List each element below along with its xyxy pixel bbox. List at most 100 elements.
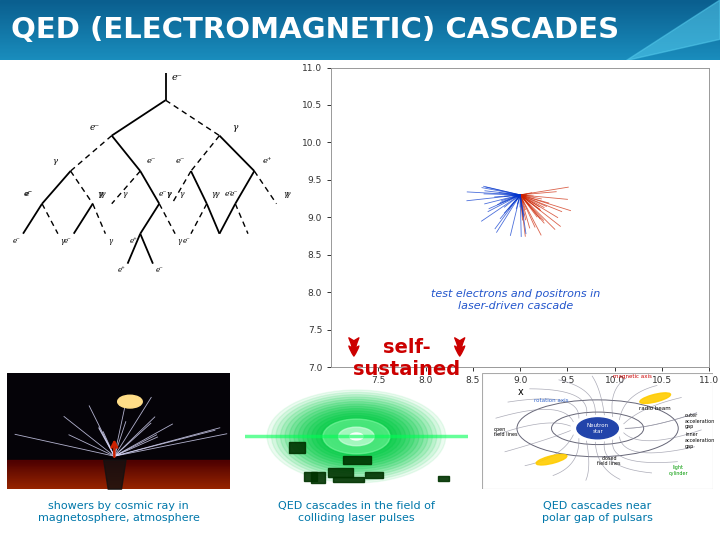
Bar	[7, 464, 230, 465]
Bar	[7, 417, 230, 419]
Circle shape	[316, 416, 397, 457]
Circle shape	[294, 404, 419, 469]
Text: γ: γ	[53, 158, 57, 165]
Bar	[7, 463, 230, 464]
Bar	[7, 470, 230, 472]
Text: e⁻: e⁻	[156, 266, 163, 274]
Bar	[7, 424, 230, 426]
Text: e⁻: e⁻	[175, 158, 184, 165]
Bar	[7, 375, 230, 377]
Bar	[7, 373, 230, 375]
Circle shape	[577, 418, 618, 439]
Text: inner
acceleration
gap: inner acceleration gap	[685, 433, 716, 449]
Bar	[7, 472, 230, 475]
Text: γ: γ	[166, 190, 171, 198]
Text: e⁻: e⁻	[147, 158, 156, 165]
Text: Neutron
star: Neutron star	[587, 423, 608, 434]
Text: e⁺: e⁺	[130, 237, 138, 245]
Bar	[343, 456, 372, 464]
Circle shape	[352, 434, 361, 439]
Bar	[7, 477, 230, 478]
Bar	[7, 398, 230, 401]
Bar	[7, 488, 230, 489]
Text: γ: γ	[178, 237, 182, 245]
Bar	[7, 471, 230, 472]
Text: open
field lines: open field lines	[494, 427, 518, 437]
Bar	[7, 483, 230, 484]
Bar	[7, 437, 230, 440]
Bar	[7, 380, 230, 382]
Bar	[7, 412, 230, 414]
Text: self-
sustained: self- sustained	[354, 339, 460, 379]
Bar	[7, 484, 230, 487]
Bar	[7, 456, 230, 458]
Bar	[7, 410, 230, 412]
Bar	[7, 482, 230, 483]
Bar	[7, 407, 230, 410]
Bar	[7, 478, 230, 479]
Circle shape	[307, 411, 405, 462]
Bar	[7, 475, 230, 477]
Bar	[7, 486, 230, 487]
Bar	[7, 487, 230, 489]
Bar	[7, 389, 230, 391]
Bar	[7, 414, 230, 417]
Bar	[7, 458, 230, 461]
Text: γ: γ	[284, 190, 288, 198]
Circle shape	[298, 406, 415, 467]
Bar	[7, 403, 230, 405]
Bar	[438, 476, 449, 481]
Text: γ: γ	[108, 237, 112, 245]
Circle shape	[285, 399, 428, 474]
Text: e⁻: e⁻	[25, 190, 34, 198]
Bar	[7, 482, 230, 484]
Bar	[7, 431, 230, 433]
Text: e⁻: e⁻	[63, 237, 71, 245]
Text: γ: γ	[60, 237, 65, 245]
Text: e⁻: e⁻	[24, 190, 32, 198]
Bar	[7, 473, 230, 474]
Text: showers by cosmic ray in
magnetosphere, atmosphere: showers by cosmic ray in magnetosphere, …	[38, 501, 199, 523]
Circle shape	[325, 420, 387, 453]
Bar	[7, 396, 230, 398]
Bar	[7, 485, 230, 486]
Ellipse shape	[536, 454, 567, 465]
Circle shape	[281, 397, 432, 476]
Circle shape	[323, 419, 390, 454]
Text: e⁻: e⁻	[225, 190, 233, 198]
Bar	[310, 471, 325, 483]
Bar	[7, 405, 230, 407]
Text: e⁻: e⁻	[89, 123, 99, 132]
Text: rotation axis: rotation axis	[534, 397, 569, 403]
Text: e⁺: e⁺	[117, 266, 125, 274]
Bar	[7, 460, 230, 461]
Text: test electrons and positrons in
laser-driven cascade: test electrons and positrons in laser-dr…	[431, 289, 600, 310]
Text: e⁻: e⁻	[182, 237, 190, 245]
Text: γ: γ	[96, 190, 102, 198]
Circle shape	[267, 390, 446, 483]
Bar	[7, 451, 230, 454]
Circle shape	[320, 418, 392, 455]
Bar	[7, 480, 230, 482]
Circle shape	[271, 393, 441, 481]
Bar	[7, 401, 230, 403]
Text: QED (ELECTROMAGNETIC) CASCADES: QED (ELECTROMAGNETIC) CASCADES	[11, 16, 619, 44]
Bar	[7, 484, 230, 485]
Text: QED cascades in the field of
colliding laser pulses: QED cascades in the field of colliding l…	[278, 501, 435, 523]
Text: closed
field lines: closed field lines	[598, 456, 621, 467]
Bar	[7, 447, 230, 449]
Bar	[7, 387, 230, 389]
Bar	[7, 461, 230, 463]
Bar	[7, 480, 230, 481]
Bar	[7, 442, 230, 444]
Bar	[7, 479, 230, 480]
Bar	[7, 477, 230, 480]
Circle shape	[117, 395, 143, 408]
Bar	[289, 442, 305, 453]
Text: e⁻: e⁻	[13, 237, 21, 245]
Bar	[7, 465, 230, 468]
Bar	[7, 377, 230, 380]
Text: γ: γ	[166, 190, 171, 198]
Circle shape	[289, 402, 423, 471]
Bar	[7, 421, 230, 424]
